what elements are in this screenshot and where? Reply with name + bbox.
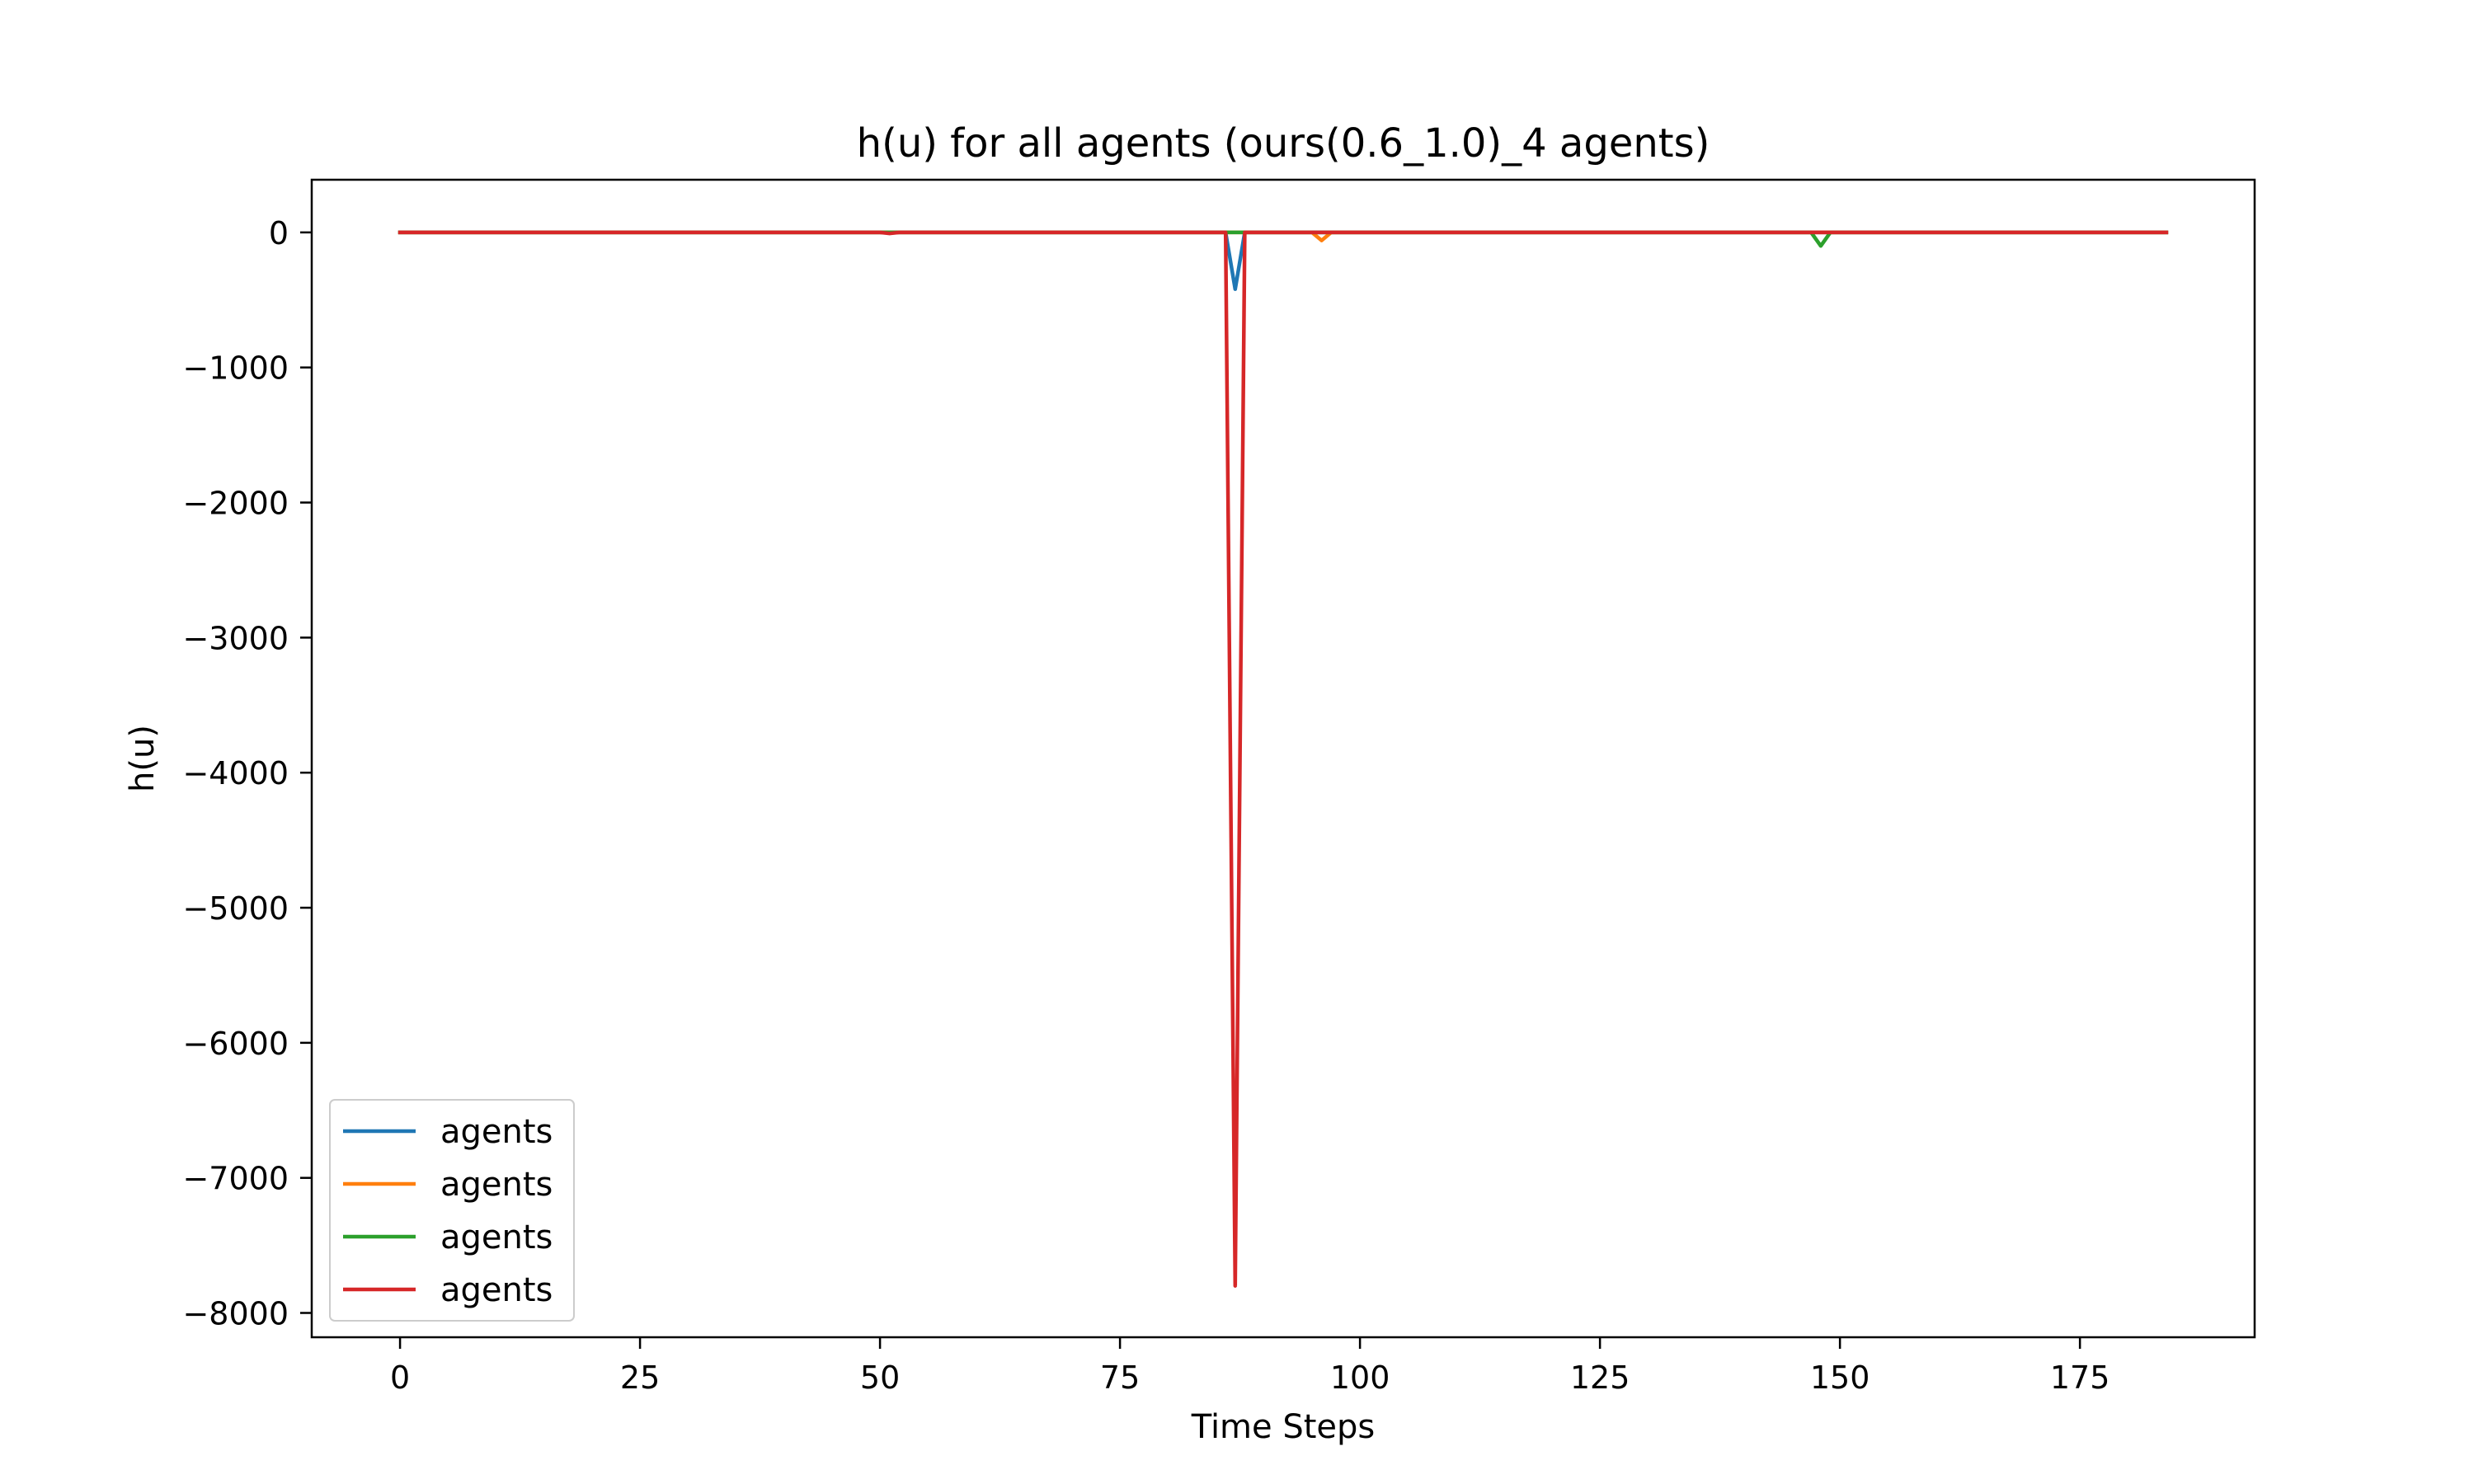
plot-frame [310,178,2256,1339]
y-tick-label: −8000 [182,1296,289,1332]
legend-box [329,1099,575,1322]
x-tick-label: 175 [2050,1360,2110,1396]
y-axis: 0 −1000 −2000 −3000 −4000 −5000 −6000 −7000 −800… [182,215,312,1332]
x-tick-label: 0 [390,1360,410,1396]
legend-label-2: agents [440,1166,553,1204]
x-tick-label: 25 [620,1360,660,1396]
x-axis: 0 25 50 75 100 125 150 175 [390,1337,2109,1396]
series-line-1 [397,230,2169,291]
y-tick-label: −6000 [182,1026,289,1062]
plot-area [310,178,2256,1339]
y-tick-label: −3000 [182,620,289,656]
y-tick-label: −7000 [182,1161,289,1197]
legend: agents agents agents agents [329,1099,575,1322]
y-tick-label: −2000 [182,486,289,522]
legend-label-1: agents [440,1113,553,1151]
x-axis-label: Time Steps [1191,1408,1376,1446]
x-tick-label: 150 [1810,1360,1870,1396]
y-tick-label: −1000 [182,350,289,387]
series-line-3 [397,230,2169,248]
x-tick-label: 75 [1100,1360,1140,1396]
y-axis-label: h(u) [124,725,162,792]
x-tick-label: 100 [1330,1360,1390,1396]
legend-items: agents agents agents agents [343,1113,553,1309]
legend-label-4: agents [440,1271,553,1309]
legend-label-3: agents [440,1219,553,1256]
x-tick-label: 50 [860,1360,900,1396]
series-layer [397,230,2169,1288]
y-tick-label: −5000 [182,890,289,927]
chart-title: h(u) for all agents (ours(0.6_1.0)_4 age… [857,120,1710,167]
y-tick-label: −4000 [182,755,289,791]
series-line-4 [397,230,2169,1288]
x-tick-label: 125 [1570,1360,1630,1396]
y-tick-label: 0 [269,215,289,251]
